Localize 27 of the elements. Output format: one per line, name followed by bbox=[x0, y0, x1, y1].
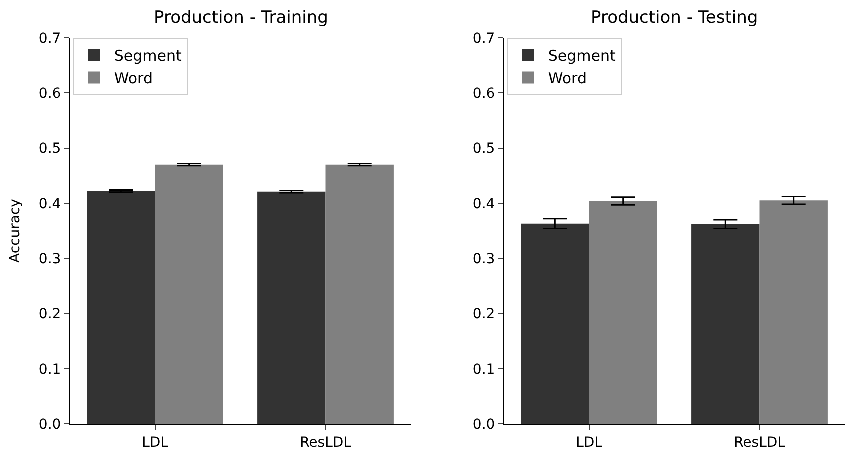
x-tick-label: ResLDL bbox=[300, 434, 352, 451]
y-tick-label: 0.0 bbox=[472, 416, 496, 433]
y-tick-label: 0.2 bbox=[38, 306, 62, 323]
y-tick-label: 0.7 bbox=[38, 30, 62, 47]
legend-label: Segment bbox=[548, 47, 616, 66]
legend-label: Word bbox=[548, 70, 587, 88]
y-tick-label: 0.0 bbox=[38, 416, 62, 433]
x-tick-label: LDL bbox=[142, 434, 169, 451]
x-tick-label: LDL bbox=[576, 434, 603, 451]
x-tick-label: ResLDL bbox=[734, 434, 786, 451]
chart-title: Production - Training bbox=[154, 8, 328, 28]
y-tick-label: 0.7 bbox=[472, 30, 496, 47]
y-tick-label: 0.6 bbox=[38, 86, 62, 102]
y-axis-title: Accuracy bbox=[8, 199, 24, 263]
y-tick-label: 0.3 bbox=[472, 251, 496, 268]
chart-title: Production - Testing bbox=[591, 8, 758, 28]
legend-label: Segment bbox=[114, 47, 182, 66]
y-tick-label: 0.5 bbox=[472, 141, 496, 158]
y-tick-label: 0.4 bbox=[38, 196, 62, 212]
y-tick-label: 0.3 bbox=[38, 251, 62, 268]
y-tick-label: 0.1 bbox=[38, 362, 62, 378]
y-tick-label: 0.4 bbox=[472, 196, 496, 212]
y-tick-label: 0.2 bbox=[472, 306, 496, 323]
y-tick-label: 0.1 bbox=[472, 362, 496, 378]
legend-label: Word bbox=[114, 70, 153, 88]
y-tick-label: 0.6 bbox=[472, 86, 496, 102]
y-tick-label: 0.5 bbox=[38, 141, 62, 158]
